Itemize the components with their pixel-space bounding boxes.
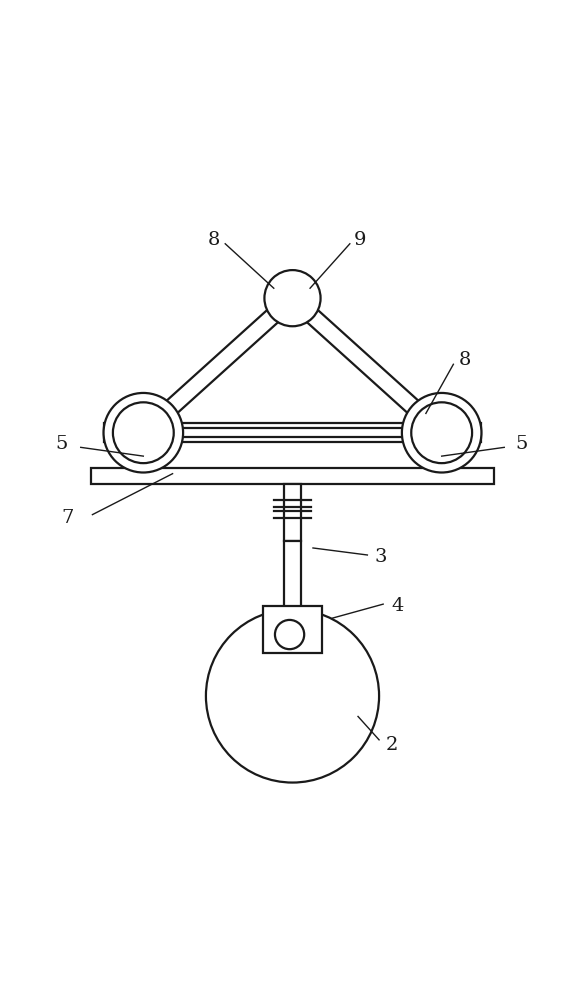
- Circle shape: [402, 393, 481, 473]
- Text: 8: 8: [459, 351, 472, 369]
- Bar: [106, 428, 479, 437]
- Bar: [284, 484, 301, 541]
- Bar: [104, 423, 481, 442]
- Circle shape: [104, 393, 183, 473]
- Bar: [91, 468, 494, 484]
- Circle shape: [264, 270, 321, 326]
- Circle shape: [113, 402, 174, 463]
- Text: 3: 3: [374, 548, 387, 566]
- Circle shape: [206, 609, 379, 783]
- Text: 7: 7: [61, 509, 74, 527]
- Text: 4: 4: [391, 597, 404, 615]
- Text: 5: 5: [55, 435, 68, 453]
- Bar: [284, 541, 301, 608]
- Text: 5: 5: [515, 435, 528, 453]
- Bar: [137, 451, 150, 469]
- Circle shape: [275, 620, 304, 649]
- Text: 9: 9: [353, 231, 366, 249]
- Text: 2: 2: [386, 736, 398, 754]
- Bar: [435, 451, 448, 469]
- Text: 8: 8: [207, 231, 220, 249]
- Circle shape: [411, 402, 472, 463]
- Bar: [263, 606, 322, 653]
